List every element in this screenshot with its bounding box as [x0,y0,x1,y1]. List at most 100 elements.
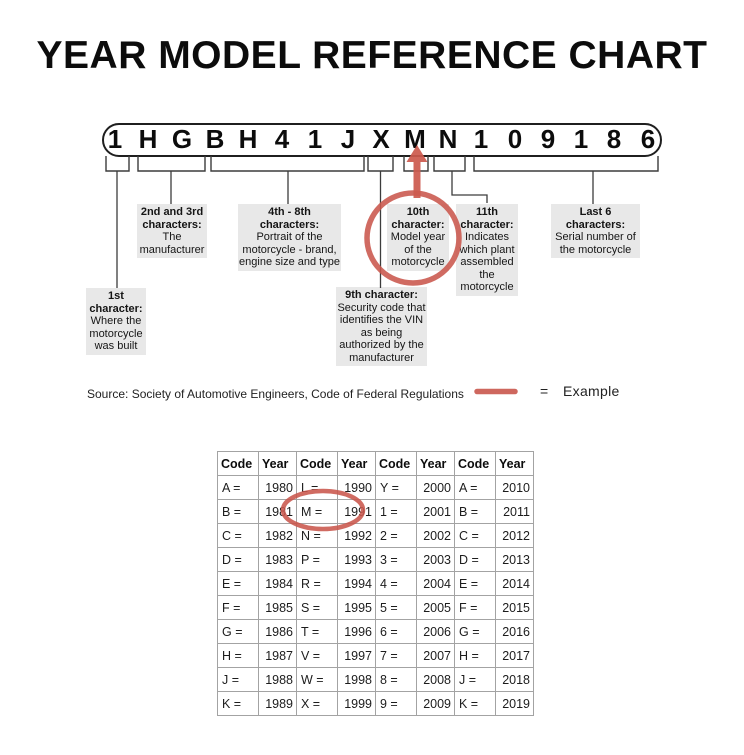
callout-body: Model year of the motorcycle [390,231,446,268]
table-cell: 2015 [495,595,534,620]
table-cell: 2010 [495,475,534,500]
table-cell: 2004 [416,571,455,596]
table-cell: 8 = [375,667,417,692]
legend-equals-sign: = [540,383,549,399]
table-row: H = 1987 V = 1997 7 = 2007 H = 2017 [217,643,534,668]
table-cell: 1980 [258,475,297,500]
table-cell: 2013 [495,547,534,572]
table-cell: 1998 [337,667,376,692]
table-cell: N = [296,523,338,548]
callout-body: Portrait of the motorcycle - brand, engi… [239,231,340,268]
table-cell: 1986 [258,619,297,644]
callout-body: Indicates which plant assembled the moto… [459,231,515,293]
table-cell: 2005 [416,595,455,620]
table-cell: 2007 [416,643,455,668]
vin-character: 0 [507,124,523,154]
vin-character: 1 [107,124,123,154]
vin-character-model-year: M [404,124,426,154]
table-header-cell: Year [416,451,455,476]
table-cell: 1987 [258,643,297,668]
table-cell: 1 = [375,499,417,524]
table-header-cell: Year [495,451,534,476]
callout-heading: 4th - 8th characters: [259,206,320,231]
vin-character: G [171,124,193,154]
callout-body: Security code that identifies the VIN as… [337,301,426,364]
callout-heading: Last 6 characters: [565,206,626,231]
callout-heading: 11th character: [460,206,514,231]
table-cell: 1990 [337,475,376,500]
table-cell: 5 = [375,595,417,620]
table-cell: 1984 [258,571,297,596]
table-cell-highlighted: M = [296,499,338,524]
table-header-cell: Code [454,451,496,476]
table-cell: 1995 [337,595,376,620]
table-row: E = 1984 R = 1994 4 = 2004 E = 2014 [217,571,534,596]
table-cell: 1994 [337,571,376,596]
table-header-cell: Year [258,451,297,476]
table-cell: D = [454,547,496,572]
callout-9th-character: 9th character: Security code that identi… [336,287,427,366]
table-cell: 2019 [495,691,534,716]
table-header-cell: Year [337,451,376,476]
table-cell: C = [217,523,259,548]
table-cell: C = [454,523,496,548]
table-cell: 2011 [495,499,534,524]
table-cell: K = [454,691,496,716]
table-cell: 2017 [495,643,534,668]
table-cell: R = [296,571,338,596]
table-cell: 2 = [375,523,417,548]
table-cell: 1983 [258,547,297,572]
table-cell: 2006 [416,619,455,644]
table-cell: 1981 [258,499,297,524]
table-cell: 2008 [416,667,455,692]
table-cell: H = [217,643,259,668]
table-cell: 2003 [416,547,455,572]
vin-character: 1 [307,124,323,154]
table-cell: X = [296,691,338,716]
vin-character: 8 [606,124,622,154]
table-cell: S = [296,595,338,620]
table-cell: 3 = [375,547,417,572]
table-cell: F = [454,595,496,620]
table-cell: 2009 [416,691,455,716]
vin-character: 1 [473,124,489,154]
table-row: K = 1989 X = 1999 9 = 2009 K = 2019 [217,691,534,716]
vin-character: 6 [640,124,656,154]
table-header-cell: Code [296,451,338,476]
vin-group-brackets [105,156,659,172]
callout-4th-8th-characters: 4th - 8th characters: Portrait of the mo… [238,204,341,271]
vin-character: H [238,124,258,154]
table-cell: 1996 [337,619,376,644]
table-cell: 2000 [416,475,455,500]
table-cell: G = [454,619,496,644]
table-row: D = 1983 P = 1993 3 = 2003 D = 2013 [217,547,534,572]
table-cell-highlighted: 1991 [337,499,376,524]
table-cell: 1988 [258,667,297,692]
table-cell: L = [296,475,338,500]
table-cell: J = [217,667,259,692]
table-cell: V = [296,643,338,668]
table-header-row: Code Year Code Year Code Year Code Year [217,451,534,476]
table-cell: J = [454,667,496,692]
table-cell: P = [296,547,338,572]
callout-1st-character: 1st character: Where the motorcycle was … [86,288,146,355]
year-code-table: Code Year Code Year Code Year Code Year … [217,451,534,716]
table-cell: 7 = [375,643,417,668]
table-header-cell: Code [217,451,259,476]
table-row: B = 1981 M = 1991 1 = 2001 B = 2011 [217,499,534,524]
table-cell: 1985 [258,595,297,620]
table-cell: 2001 [416,499,455,524]
callout-10th-character: 10th character: Model year of the motorc… [387,204,449,271]
vin-character: N [438,124,458,154]
table-cell: 2002 [416,523,455,548]
table-cell: A = [454,475,496,500]
table-cell: A = [217,475,259,500]
vin-character: 9 [540,124,556,154]
table-cell: 1999 [337,691,376,716]
vin-character: 4 [274,124,290,154]
table-cell: E = [217,571,259,596]
callout-body: The manufacturer [139,231,205,256]
table-cell: 2018 [495,667,534,692]
callout-heading: 1st character: [89,290,143,315]
